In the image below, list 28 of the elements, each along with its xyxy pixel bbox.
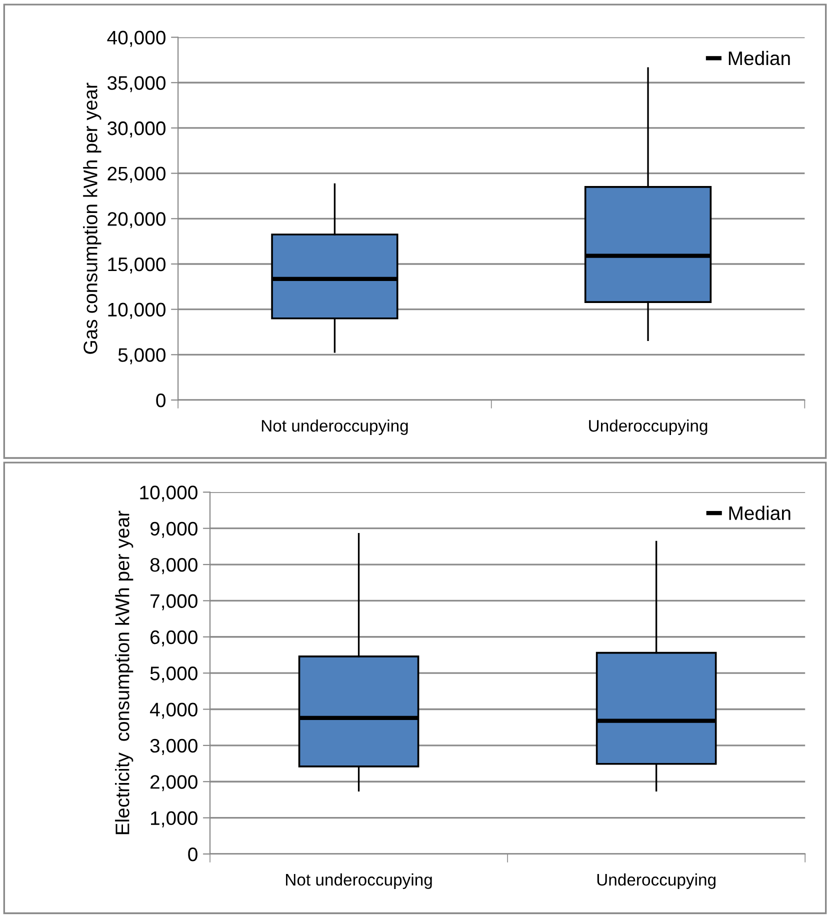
- y-tick-label: 6,000: [150, 630, 198, 646]
- x-tick-label: Not underoccupying: [286, 873, 432, 889]
- y-tick-label: 5,000: [150, 666, 198, 683]
- y-tick-label: 30,000: [108, 121, 166, 138]
- y-tick-label: 2,000: [150, 775, 198, 792]
- y-tick-label: 8,000: [150, 558, 198, 574]
- y-axis-title: Electricity consumption kWh per year: [115, 510, 134, 834]
- x-tick-label: Not underoccupying: [262, 419, 408, 435]
- y-tick-label: 7,000: [150, 594, 198, 610]
- y-tick-label: 15,000: [108, 257, 166, 274]
- y-tick-label: 1,000: [151, 811, 198, 828]
- y-tick-label: 35,000: [108, 76, 166, 92]
- y-tick-label: 0: [188, 847, 198, 862]
- y-axis-title: Gas consumption kWh per year: [83, 82, 102, 354]
- y-tick-label: 4,000: [150, 702, 198, 719]
- legend-label: Median: [729, 506, 790, 520]
- y-tick-label: 10,000: [108, 302, 166, 319]
- y-tick-label: 9,000: [150, 522, 198, 538]
- y-tick-label: 3,000: [150, 738, 198, 755]
- x-tick-label: Underoccupying: [597, 873, 716, 889]
- y-tick-label: 40,000: [107, 30, 166, 47]
- y-tick-label: 25,000: [108, 166, 166, 183]
- y-tick-label: 20,000: [108, 212, 166, 228]
- y-tick-label: 10,000: [140, 486, 198, 502]
- x-tick-label: Underoccupying: [589, 419, 708, 435]
- y-tick-label: 0: [156, 393, 166, 408]
- legend-label: Median: [728, 50, 790, 66]
- y-tick-label: 5,000: [118, 348, 166, 364]
